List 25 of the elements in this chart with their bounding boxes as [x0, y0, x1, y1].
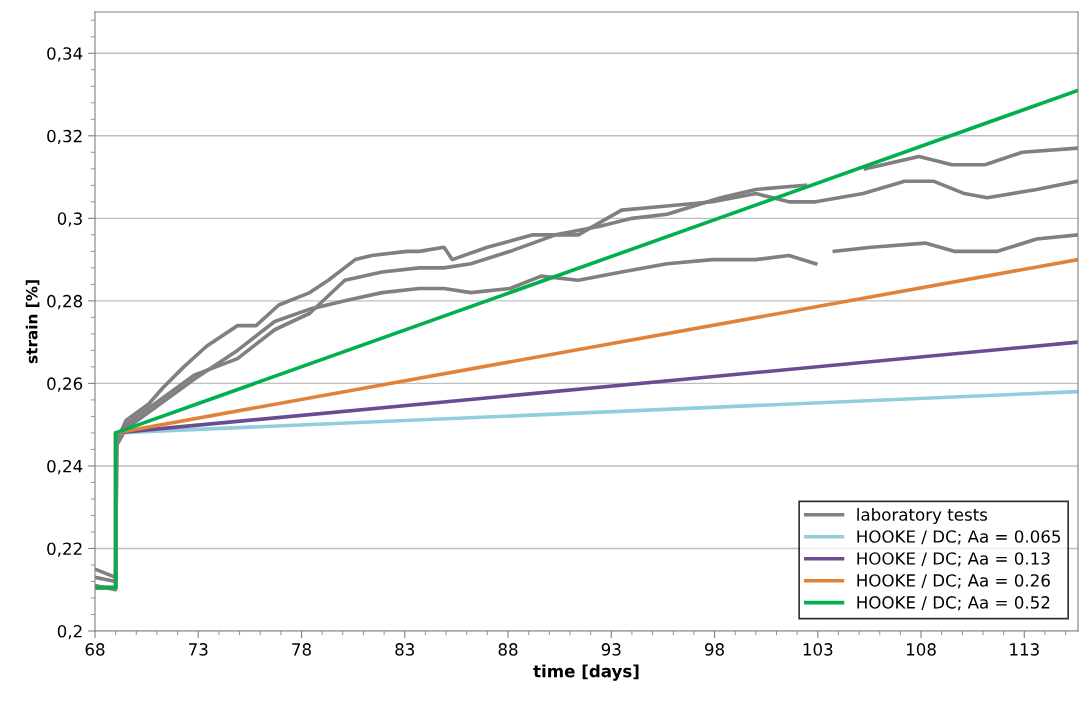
legend-label: HOOKE / DC; Aa = 0.26	[857, 574, 1050, 589]
y-tick-label: 0,34	[47, 47, 83, 62]
y-tick-label: 0,32	[47, 129, 82, 145]
x-tick-label: 108	[906, 643, 936, 656]
x-tick-label: 78	[292, 643, 311, 656]
legend-label: HOOKE / DC; Aa = 0.065	[857, 530, 1061, 545]
y-tick-label: 0,3	[57, 212, 82, 227]
x-tick-label: 103	[803, 643, 833, 656]
y-tick-label: 0,28	[47, 294, 83, 310]
y-tick-label: 0,24	[47, 459, 83, 475]
legend-label: laboratory tests	[857, 507, 988, 525]
x-axis-title: time [days]	[533, 664, 639, 681]
x-tick-label: 98	[704, 643, 724, 656]
x-tick-label: 113	[1010, 643, 1039, 656]
x-tick-label: 83	[395, 643, 415, 656]
x-tick-label: 73	[189, 643, 208, 656]
y-tick-label: 0,2	[57, 624, 82, 640]
x-tick-label: 93	[601, 643, 621, 656]
x-tick-label: 88	[498, 643, 518, 656]
legend-label: HOOKE / DC; Aa = 0.13	[857, 552, 1050, 567]
y-tick-label: 0,22	[47, 542, 82, 557]
legend-label: HOOKE / DC; Aa = 0.52	[857, 596, 1050, 611]
y-tick-label: 0,26	[47, 377, 83, 392]
x-tick-label: 68	[85, 643, 105, 656]
y-axis-title: strain [%]	[25, 280, 40, 364]
